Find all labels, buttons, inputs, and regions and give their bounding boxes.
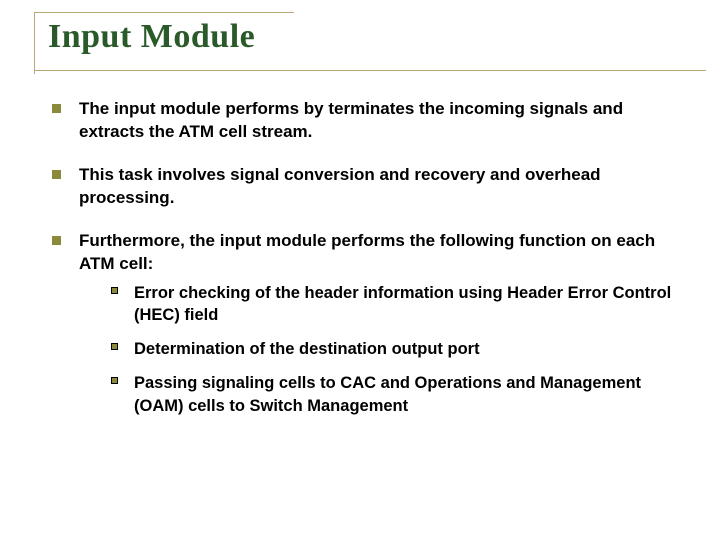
hollow-square-bullet-icon — [111, 287, 118, 294]
title-block: Input Module — [48, 18, 692, 56]
bullet-text: Furthermore, the input module performs t… — [79, 231, 655, 273]
sub-bullet-item: Determination of the destination output … — [111, 338, 682, 360]
square-bullet-icon — [52, 104, 61, 113]
hollow-square-bullet-icon — [111, 377, 118, 384]
sub-bullet-text: Determination of the destination output … — [134, 338, 682, 360]
bullet-item: Furthermore, the input module performs t… — [52, 230, 682, 429]
square-bullet-icon — [52, 236, 61, 245]
sub-bullet-text: Error checking of the header information… — [134, 282, 682, 327]
square-bullet-icon — [52, 170, 61, 179]
sub-list: Error checking of the header information… — [111, 282, 682, 417]
title-rule-corner — [34, 12, 294, 74]
bullet-item: The input module performs by terminates … — [52, 98, 682, 144]
slide: Input Module The input module performs b… — [0, 0, 720, 540]
title-rule-underline — [34, 70, 706, 71]
sub-bullet-text: Passing signaling cells to CAC and Opera… — [134, 372, 682, 417]
content: The input module performs by terminates … — [48, 98, 692, 429]
bullet-item: This task involves signal conversion and… — [52, 164, 682, 210]
bullet-text: The input module performs by terminates … — [79, 98, 682, 144]
sub-bullet-item: Error checking of the header information… — [111, 282, 682, 327]
sub-bullet-item: Passing signaling cells to CAC and Opera… — [111, 372, 682, 417]
bullet-text-with-sub: Furthermore, the input module performs t… — [79, 230, 682, 429]
bullet-text: This task involves signal conversion and… — [79, 164, 682, 210]
hollow-square-bullet-icon — [111, 343, 118, 350]
